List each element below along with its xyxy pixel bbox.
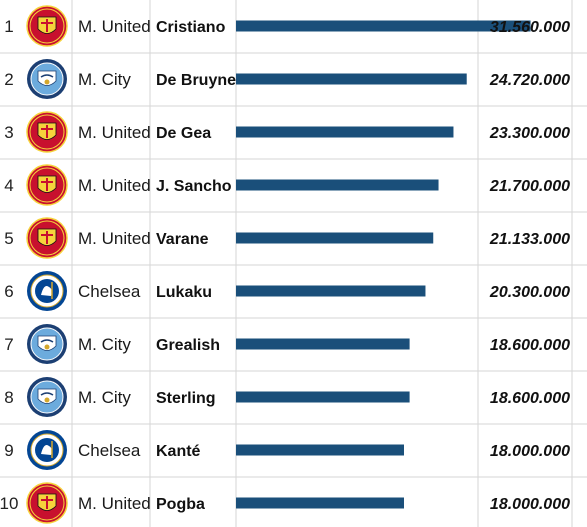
player-label: Sterling (156, 390, 216, 407)
salary-bar (236, 232, 434, 244)
table-row: 3 M. United De Gea 23.300.000 (0, 111, 587, 160)
player-label: Varane (156, 231, 209, 248)
table-row: 2 M. City De Bruyne 24.720.000 (0, 59, 587, 107)
club-label: M. United (78, 494, 151, 513)
salary-value-label: 24.720.000 (489, 72, 570, 89)
salary-bar (236, 444, 404, 456)
rank-label: 1 (4, 17, 13, 36)
manchester-united-crest-icon (26, 5, 68, 47)
salary-value-label: 20.300.000 (489, 284, 570, 301)
player-label: Grealish (156, 337, 220, 354)
salary-bar (236, 497, 404, 509)
salary-bar (236, 179, 439, 191)
salary-value-label: 23.300.000 (489, 125, 570, 142)
rank-label: 5 (4, 229, 13, 248)
rank-label: 6 (4, 282, 13, 301)
club-label: M. United (78, 17, 151, 36)
salary-value-label: 21.133.000 (489, 231, 570, 248)
club-label: M. City (78, 335, 131, 354)
table-row: 7 M. City Grealish 18.600.000 (0, 324, 587, 372)
table-row: 9 Chelsea Kanté 18.000.000 (0, 430, 587, 478)
club-label: M. City (78, 70, 131, 89)
chelsea-crest-icon (27, 430, 67, 470)
manchester-united-crest-icon (26, 164, 68, 206)
rank-label: 7 (4, 335, 13, 354)
chelsea-crest-icon (27, 271, 67, 311)
table-row: 5 M. United Varane 21.133.000 (0, 217, 587, 266)
rank-label: 2 (4, 70, 13, 89)
salary-bar (236, 338, 410, 350)
player-label: De Gea (156, 125, 211, 142)
table-row: 8 M. City Sterling 18.600.000 (0, 377, 587, 425)
club-label: M. United (78, 123, 151, 142)
salary-value-label: 18.600.000 (490, 337, 570, 354)
player-label: Cristiano (156, 19, 226, 36)
rank-label: 9 (4, 441, 13, 460)
salary-value-label: 18.000.000 (490, 496, 570, 513)
manchester-united-crest-icon (26, 111, 68, 153)
club-label: M. City (78, 388, 131, 407)
salary-bar (236, 73, 467, 85)
rank-label: 3 (4, 123, 13, 142)
manchester-city-crest-icon (27, 324, 67, 364)
salary-bar (236, 391, 410, 403)
player-label: Lukaku (156, 284, 212, 301)
salary-bar (236, 285, 426, 297)
club-label: Chelsea (78, 441, 141, 460)
player-label: Pogba (156, 496, 205, 513)
table-row: 1 M. United Cristiano 31.560.000 (0, 5, 587, 54)
table-row: 10 M. United Pogba 18.000.000 (0, 482, 570, 524)
table-row: 4 M. United J. Sancho 21.700.000 (0, 164, 587, 213)
salary-value-label: 18.600.000 (490, 390, 570, 407)
rank-label: 10 (0, 494, 18, 513)
rank-label: 4 (4, 176, 13, 195)
salary-value-label: 18.000.000 (490, 443, 570, 460)
manchester-united-crest-icon (26, 482, 68, 524)
player-label: De Bruyne (156, 72, 236, 89)
club-label: M. United (78, 229, 151, 248)
player-label: Kanté (156, 443, 201, 460)
manchester-city-crest-icon (27, 59, 67, 99)
salary-value-label: 31.560.000 (490, 19, 570, 36)
manchester-united-crest-icon (26, 217, 68, 259)
club-label: Chelsea (78, 282, 141, 301)
player-label: J. Sancho (156, 178, 232, 195)
rank-label: 8 (4, 388, 13, 407)
club-label: M. United (78, 176, 151, 195)
table-row: 6 Chelsea Lukaku 20.300.000 (0, 271, 587, 319)
salary-value-label: 21.700.000 (489, 178, 570, 195)
salary-bar (236, 126, 454, 138)
manchester-city-crest-icon (27, 377, 67, 417)
salary-bar (236, 20, 531, 32)
